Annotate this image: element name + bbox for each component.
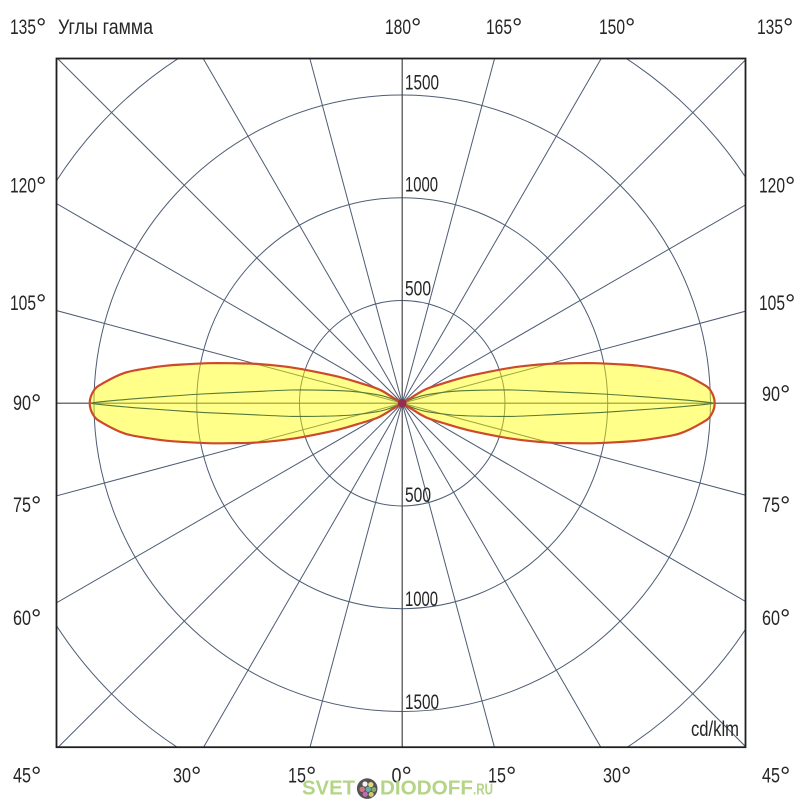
svg-text:120°: 120° [10, 171, 46, 201]
svg-text:0°: 0° [392, 761, 412, 791]
svg-text:45°: 45° [762, 761, 790, 791]
svg-text:15°: 15° [288, 761, 316, 791]
svg-text:DIODOFF: DIODOFF [380, 778, 473, 800]
svg-text:30°: 30° [603, 761, 631, 791]
svg-text:150°: 150° [599, 13, 635, 43]
svg-text:105°: 105° [10, 289, 46, 319]
svg-text:SVET: SVET [302, 778, 355, 800]
svg-text:30°: 30° [173, 761, 201, 791]
svg-text:60°: 60° [13, 604, 41, 634]
svg-text:15°: 15° [488, 761, 516, 791]
svg-text:Углы гамма: Углы гамма [58, 16, 153, 39]
svg-text:45°: 45° [13, 761, 41, 791]
svg-text:120°: 120° [759, 171, 795, 201]
svg-text:cd/klm: cd/klm [691, 718, 739, 741]
svg-text:500: 500 [405, 484, 431, 507]
svg-text:.RU: .RU [473, 782, 493, 799]
svg-text:75°: 75° [762, 491, 790, 521]
svg-text:135°: 135° [10, 13, 46, 43]
svg-text:135°: 135° [757, 13, 793, 43]
svg-text:180°: 180° [385, 13, 421, 43]
svg-text:90°: 90° [762, 380, 790, 410]
svg-text:165°: 165° [486, 13, 522, 43]
svg-text:75°: 75° [13, 491, 41, 521]
svg-text:105°: 105° [759, 289, 795, 319]
svg-text:90°: 90° [13, 389, 41, 419]
svg-text:1000: 1000 [405, 588, 438, 611]
svg-text:500: 500 [405, 277, 431, 300]
svg-text:60°: 60° [762, 604, 790, 634]
svg-text:1500: 1500 [405, 691, 439, 714]
svg-text:1500: 1500 [405, 72, 439, 95]
svg-text:1000: 1000 [405, 173, 438, 196]
